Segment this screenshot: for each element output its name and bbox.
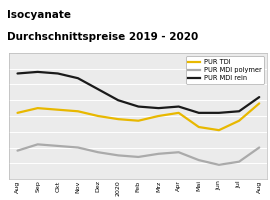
PUR TDI — [36, 107, 39, 109]
PUR MDI polymer — [157, 153, 160, 155]
Line: PUR TDI: PUR TDI — [18, 103, 259, 130]
Line: PUR MDI rein: PUR MDI rein — [18, 72, 259, 113]
PUR MDI polymer — [217, 164, 221, 166]
Text: © 2020 Kunststoff Information, Bad Homburg · www.kiweb.de: © 2020 Kunststoff Information, Bad Hombu… — [7, 189, 189, 194]
PUR MDI polymer — [36, 143, 39, 146]
PUR MDI rein — [76, 77, 80, 79]
PUR TDI — [238, 120, 241, 122]
PUR MDI rein — [157, 107, 160, 109]
PUR TDI — [137, 120, 140, 122]
Line: PUR MDI polymer: PUR MDI polymer — [18, 144, 259, 165]
PUR MDI rein — [238, 110, 241, 112]
PUR MDI polymer — [197, 159, 200, 161]
PUR MDI rein — [137, 105, 140, 108]
PUR TDI — [177, 112, 180, 114]
PUR TDI — [96, 115, 100, 117]
PUR MDI polymer — [177, 151, 180, 153]
PUR TDI — [217, 129, 221, 131]
PUR TDI — [197, 126, 200, 128]
PUR TDI — [56, 108, 59, 111]
PUR MDI polymer — [137, 156, 140, 158]
PUR TDI — [16, 112, 19, 114]
PUR MDI polymer — [258, 146, 261, 149]
PUR MDI rein — [56, 72, 59, 75]
PUR MDI polymer — [238, 160, 241, 163]
PUR MDI rein — [117, 99, 120, 101]
PUR TDI — [76, 110, 80, 112]
PUR MDI rein — [177, 105, 180, 108]
PUR MDI rein — [36, 71, 39, 73]
PUR MDI rein — [197, 112, 200, 114]
PUR MDI polymer — [76, 146, 80, 149]
PUR MDI polymer — [117, 154, 120, 157]
PUR MDI rein — [16, 72, 19, 75]
PUR MDI polymer — [96, 151, 100, 153]
Text: Durchschnittspreise 2019 - 2020: Durchschnittspreise 2019 - 2020 — [7, 32, 198, 42]
PUR TDI — [258, 102, 261, 105]
PUR MDI rein — [258, 96, 261, 98]
PUR MDI rein — [217, 112, 221, 114]
PUR TDI — [117, 118, 120, 120]
Text: Isocyanate: Isocyanate — [7, 10, 71, 20]
PUR MDI rein — [96, 88, 100, 90]
PUR TDI — [157, 115, 160, 117]
PUR MDI polymer — [56, 145, 59, 147]
PUR MDI polymer — [16, 149, 19, 152]
Legend: PUR TDI, PUR MDI polymer, PUR MDI rein: PUR TDI, PUR MDI polymer, PUR MDI rein — [185, 56, 264, 84]
